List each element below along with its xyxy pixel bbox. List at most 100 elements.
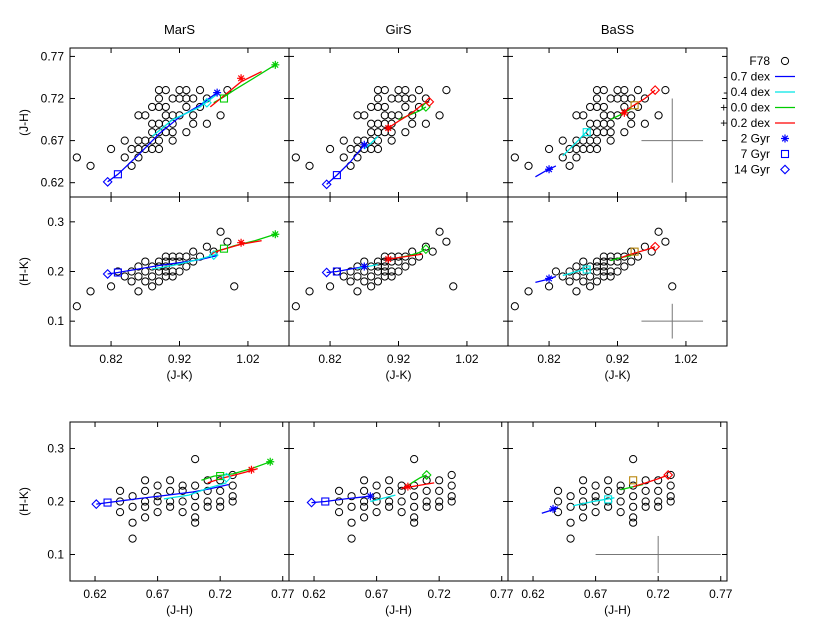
observed-point xyxy=(86,287,95,296)
isochrone-track xyxy=(562,127,591,157)
observed-point xyxy=(435,111,444,120)
observed-point xyxy=(380,111,389,120)
observed-point xyxy=(189,111,198,120)
observed-point xyxy=(447,492,456,501)
isochrone-track xyxy=(326,265,365,274)
observed-point xyxy=(168,128,177,137)
observed-point xyxy=(591,492,600,501)
observed-point xyxy=(606,119,615,128)
observed-point xyxy=(228,497,237,506)
observed-point xyxy=(373,257,383,266)
observed-point xyxy=(166,476,175,485)
observed-point xyxy=(161,85,170,95)
observed-point xyxy=(353,111,362,120)
observed-point xyxy=(182,128,191,137)
age-marker xyxy=(201,97,212,108)
observed-point xyxy=(372,481,381,490)
age-marker xyxy=(271,230,280,239)
observed-point xyxy=(353,272,362,281)
observed-point xyxy=(544,144,554,154)
observed-point xyxy=(616,486,625,495)
observed-point xyxy=(627,94,636,103)
observed-point xyxy=(551,267,561,276)
observed-point xyxy=(216,111,225,120)
observed-point xyxy=(599,252,608,261)
observed-point xyxy=(334,497,344,506)
observed-point xyxy=(578,497,588,506)
age-marker xyxy=(213,88,222,97)
legend-label: + 0.2 dex xyxy=(720,116,770,130)
age-marker xyxy=(384,255,393,264)
observed-point xyxy=(524,161,533,170)
observed-point xyxy=(422,497,431,506)
observed-point xyxy=(140,497,150,506)
age-marker xyxy=(247,465,256,474)
observed-point xyxy=(410,513,419,522)
legend-symbol xyxy=(781,134,789,143)
observed-point xyxy=(408,119,417,128)
observed-point xyxy=(347,518,356,527)
observed-point xyxy=(380,102,389,112)
age-marker xyxy=(360,140,369,149)
observed-point xyxy=(668,282,677,291)
legend: F78 - 0.7 dex- 0.4 dex + 0.0 dex+ 0.2 dex 2… xyxy=(720,54,795,177)
panel-JK_JH-BaSS xyxy=(508,48,727,197)
y-axis-label: (H-K) xyxy=(17,487,31,516)
observed-point xyxy=(182,252,191,261)
observed-point xyxy=(153,497,162,506)
observed-point xyxy=(606,136,615,145)
observed-point xyxy=(140,476,150,485)
observed-point xyxy=(572,144,581,154)
observed-point xyxy=(216,502,225,511)
x-tick-label: 0.77 xyxy=(271,587,295,601)
observed-point xyxy=(629,518,638,527)
observed-point xyxy=(161,252,170,261)
age-marker xyxy=(420,244,431,255)
observed-point xyxy=(385,476,394,485)
observed-point xyxy=(566,534,575,543)
isochrone-track xyxy=(541,506,559,514)
observed-point xyxy=(168,136,177,145)
age-marker xyxy=(306,497,317,508)
observed-point xyxy=(347,502,356,511)
panel-frame xyxy=(507,196,728,347)
panel-JK_JH-MarS xyxy=(70,48,289,197)
x-tick-label: 0.77 xyxy=(709,587,733,601)
isochrone-track xyxy=(311,495,371,504)
observed-point xyxy=(353,262,362,271)
panel-JH_HK-MarS xyxy=(70,422,289,581)
observed-point xyxy=(128,502,137,511)
x-tick-label: 0.67 xyxy=(146,587,170,601)
observed-point xyxy=(154,119,164,128)
observed-point xyxy=(191,502,200,511)
isochrone-track xyxy=(398,248,427,259)
age-marker xyxy=(630,101,639,110)
x-tick-label: 0.92 xyxy=(168,352,192,366)
observed-point xyxy=(661,237,670,246)
x-tick-label: 0.72 xyxy=(208,587,232,601)
isochrone-track xyxy=(610,108,632,121)
observed-point xyxy=(586,119,595,128)
y-tick-label: 0.1 xyxy=(47,548,64,562)
observed-point xyxy=(604,476,613,485)
age-marker xyxy=(650,85,661,96)
observed-point xyxy=(586,102,595,112)
observed-point xyxy=(339,272,348,281)
age-marker xyxy=(266,457,275,466)
observed-point xyxy=(148,102,157,112)
observed-point xyxy=(148,119,157,128)
observed-point xyxy=(387,136,396,145)
age-marker xyxy=(630,247,639,256)
age-marker xyxy=(332,267,341,276)
observed-point xyxy=(385,502,394,511)
panel-frame xyxy=(507,47,728,198)
legend-label: + 0.0 dex xyxy=(720,101,770,115)
observed-point xyxy=(115,486,125,495)
observed-point xyxy=(166,486,175,495)
observed-point xyxy=(134,272,143,281)
column-title: GirS xyxy=(386,22,412,37)
observed-point xyxy=(414,85,424,95)
observed-point xyxy=(127,161,136,170)
observed-point xyxy=(579,257,588,266)
observed-point xyxy=(397,481,406,490)
